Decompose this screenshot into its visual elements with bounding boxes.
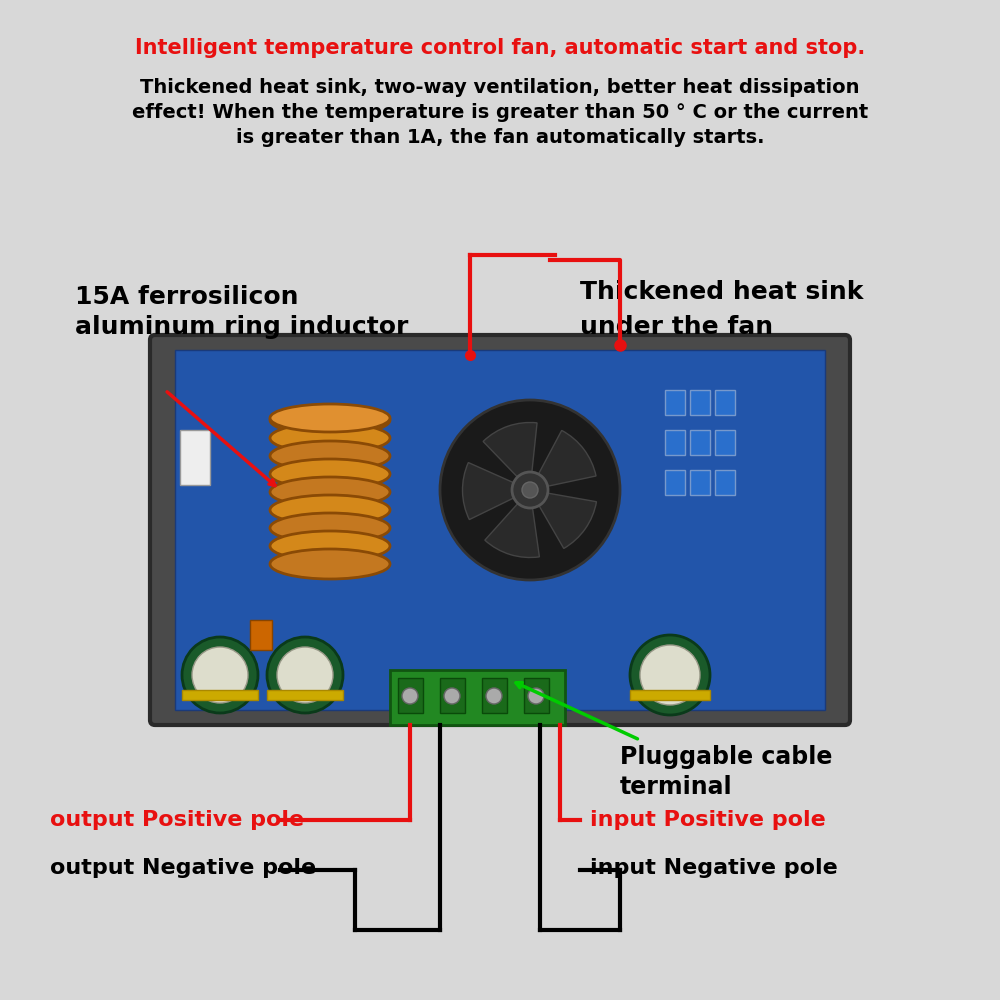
Text: output Positive pole: output Positive pole bbox=[50, 810, 304, 830]
Text: input Positive pole: input Positive pole bbox=[590, 810, 826, 830]
Text: Intelligent temperature control fan, automatic start and stop.: Intelligent temperature control fan, aut… bbox=[135, 38, 865, 58]
Bar bbox=[175, 350, 825, 710]
Bar bbox=[267, 690, 343, 700]
Wedge shape bbox=[485, 490, 539, 557]
Text: 15A ferrosilicon: 15A ferrosilicon bbox=[75, 285, 298, 309]
Ellipse shape bbox=[270, 549, 390, 579]
Bar bbox=[665, 390, 685, 415]
Bar bbox=[715, 390, 735, 415]
Circle shape bbox=[277, 647, 333, 703]
Ellipse shape bbox=[270, 531, 390, 561]
Wedge shape bbox=[483, 423, 537, 490]
Bar bbox=[690, 430, 710, 455]
Bar bbox=[250, 620, 272, 650]
Bar bbox=[665, 430, 685, 455]
Bar bbox=[630, 690, 710, 700]
Text: output Negative pole: output Negative pole bbox=[50, 858, 316, 878]
Circle shape bbox=[528, 688, 544, 704]
Bar bbox=[390, 670, 565, 725]
Bar bbox=[180, 430, 210, 485]
Bar bbox=[715, 430, 735, 455]
Circle shape bbox=[402, 688, 418, 704]
Ellipse shape bbox=[270, 423, 390, 453]
Wedge shape bbox=[530, 490, 596, 548]
Bar bbox=[182, 690, 258, 700]
Text: input Negative pole: input Negative pole bbox=[590, 858, 838, 878]
Ellipse shape bbox=[270, 404, 390, 432]
Bar bbox=[440, 678, 465, 713]
Text: Thickened heat sink: Thickened heat sink bbox=[580, 280, 863, 304]
Bar bbox=[665, 470, 685, 495]
Wedge shape bbox=[463, 463, 530, 520]
Wedge shape bbox=[530, 430, 596, 490]
Circle shape bbox=[630, 635, 710, 715]
Circle shape bbox=[440, 400, 620, 580]
Circle shape bbox=[182, 637, 258, 713]
Ellipse shape bbox=[270, 477, 390, 507]
FancyBboxPatch shape bbox=[150, 335, 850, 725]
Circle shape bbox=[522, 482, 538, 498]
Circle shape bbox=[267, 637, 343, 713]
Text: under the fan: under the fan bbox=[580, 315, 773, 339]
Text: aluminum ring inductor: aluminum ring inductor bbox=[75, 315, 408, 339]
Circle shape bbox=[192, 647, 248, 703]
Circle shape bbox=[640, 645, 700, 705]
Bar bbox=[690, 390, 710, 415]
Ellipse shape bbox=[270, 459, 390, 489]
Circle shape bbox=[512, 472, 548, 508]
Bar bbox=[715, 470, 735, 495]
Text: Thickened heat sink, two-way ventilation, better heat dissipation
effect! When t: Thickened heat sink, two-way ventilation… bbox=[132, 78, 868, 147]
Bar bbox=[398, 678, 423, 713]
Bar bbox=[524, 678, 549, 713]
Ellipse shape bbox=[270, 513, 390, 543]
Circle shape bbox=[444, 688, 460, 704]
Bar bbox=[690, 470, 710, 495]
Circle shape bbox=[486, 688, 502, 704]
Text: Pluggable cable: Pluggable cable bbox=[620, 745, 832, 769]
Text: terminal: terminal bbox=[620, 775, 733, 799]
Ellipse shape bbox=[270, 441, 390, 471]
Ellipse shape bbox=[270, 495, 390, 525]
Ellipse shape bbox=[270, 405, 390, 435]
Bar bbox=[482, 678, 507, 713]
